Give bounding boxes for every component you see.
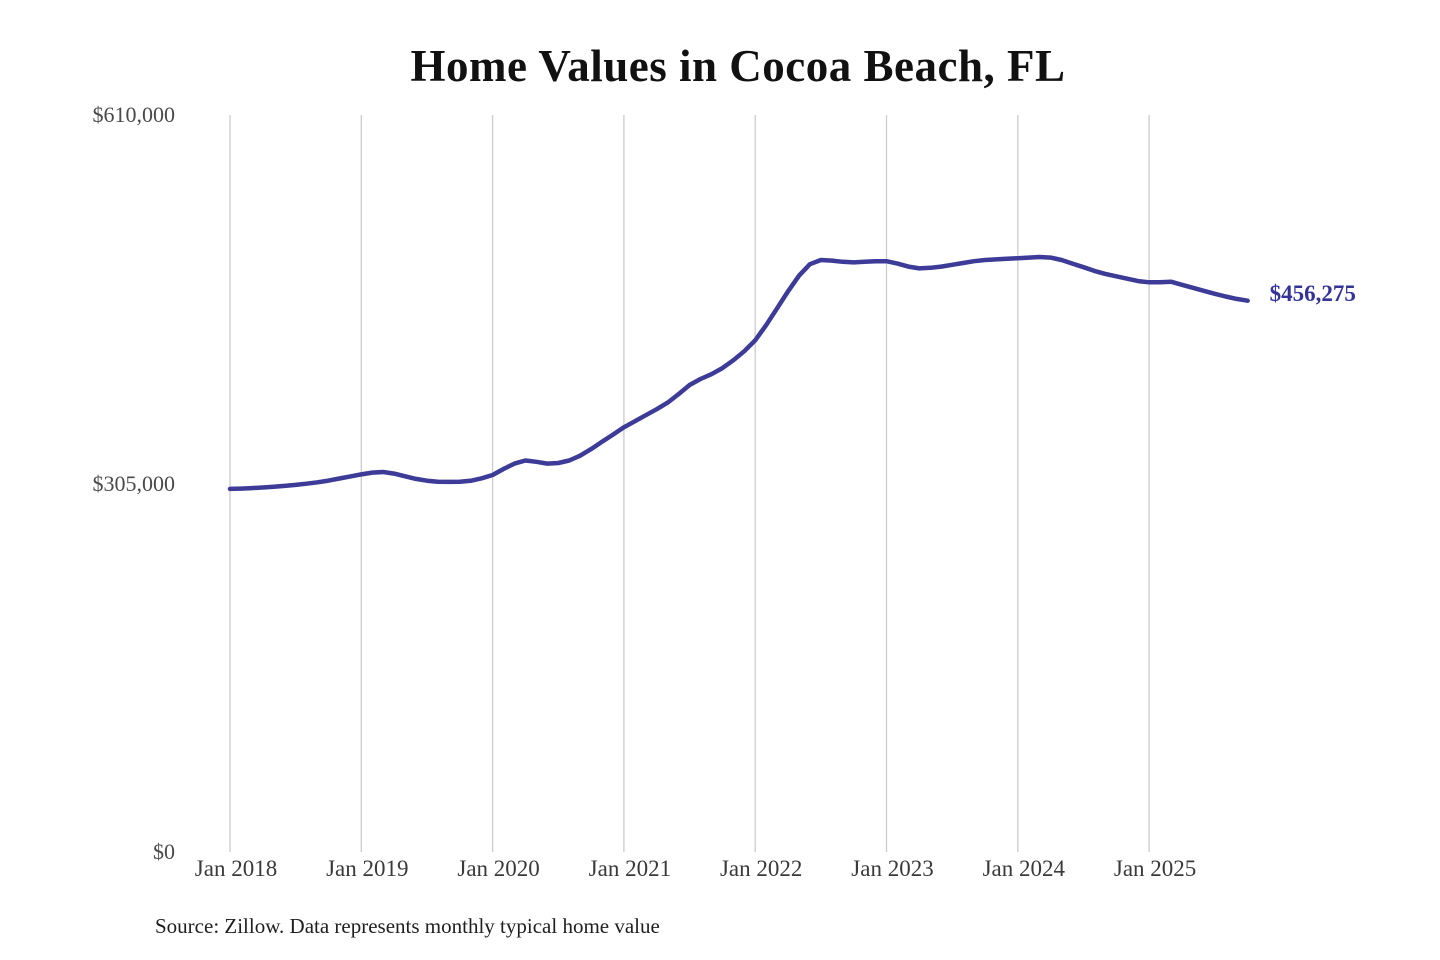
home-value-line bbox=[227, 254, 1250, 492]
x-tick-label: Jan 2025 bbox=[1113, 856, 1197, 881]
x-tick-label: Jan 2019 bbox=[326, 856, 409, 881]
x-tick-label: Jan 2021 bbox=[588, 856, 672, 881]
y-tick-label: $610,000 bbox=[92, 102, 176, 127]
chart-title: Home Values in Cocoa Beach, FL bbox=[410, 41, 1066, 91]
x-tick-label: Jan 2022 bbox=[719, 856, 803, 881]
x-tick-label: Jan 2024 bbox=[982, 856, 1066, 881]
x-tick-label: Jan 2023 bbox=[851, 856, 934, 881]
final-value-label: $456,275 bbox=[1269, 280, 1356, 306]
x-tick-label: Jan 2018 bbox=[194, 856, 278, 881]
gridlines bbox=[229, 115, 1150, 852]
y-tick-label: $0 bbox=[153, 839, 175, 864]
source-note: Source: Zillow. Data represents monthly … bbox=[155, 914, 660, 938]
y-tick-label: $305,000 bbox=[92, 470, 176, 496]
x-tick-label: Jan 2020 bbox=[457, 856, 540, 881]
